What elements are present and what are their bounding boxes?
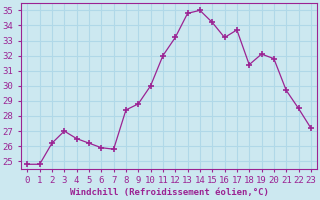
X-axis label: Windchill (Refroidissement éolien,°C): Windchill (Refroidissement éolien,°C): [70, 188, 268, 197]
